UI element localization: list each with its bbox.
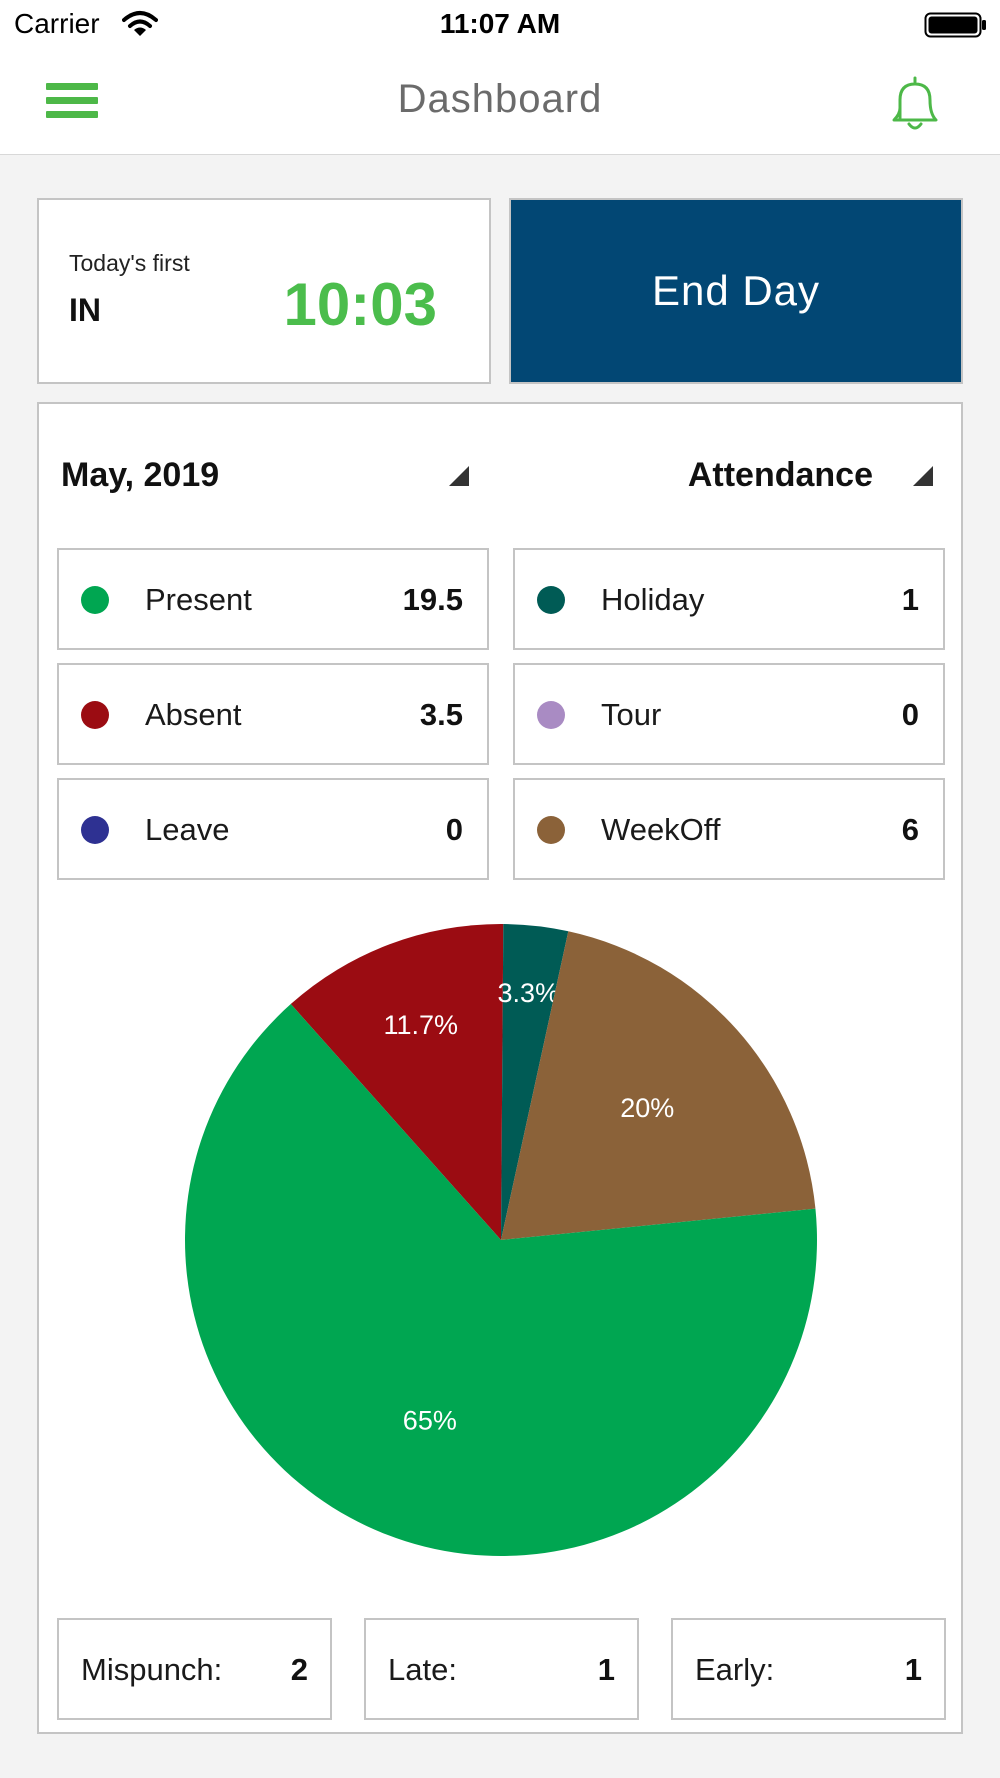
dropdown-arrow-icon [913,466,933,486]
hamburger-menu-icon[interactable] [46,83,98,119]
first-in-caption: Today's first [69,250,190,276]
stat-label: Tour [601,697,662,732]
early-count-tile[interactable]: Early: 1 [671,1618,946,1720]
stat-label: Absent [145,697,242,732]
holiday-legend-dot [537,586,565,614]
stat-value: 3.5 [419,697,463,732]
end-day-button[interactable]: End Day [509,198,963,384]
status-bar: Carrier 11:07 AM [0,0,1000,50]
stat-tile-leave[interactable]: Leave 0 [57,778,489,880]
count-label: Late: [388,1652,457,1687]
attendance-panel: May, 2019 Attendance Present 19.5 Holida… [37,402,963,1734]
carrier-label: Carrier [14,8,100,39]
stat-tile-tour[interactable]: Tour 0 [513,663,945,765]
stat-tile-holiday[interactable]: Holiday 1 [513,548,945,650]
battery-icon [924,12,986,38]
present-legend-dot [81,586,109,614]
stat-value: 6 [901,812,919,847]
pie-slice-holiday [501,924,569,1240]
wifi-icon [122,11,158,36]
stat-value: 0 [901,697,919,732]
count-value: 1 [904,1652,922,1687]
first-in-card: Today's first IN 10:03 [37,198,491,384]
pie-label-present: 65% [403,1406,457,1436]
count-value: 1 [597,1652,615,1687]
pie-slice-present [185,1004,817,1556]
nav-bar: Dashboard [0,50,1000,155]
pie-label-weekoff: 20% [620,1093,674,1123]
stat-value: 19.5 [402,582,463,617]
absent-legend-dot [81,701,109,729]
pie-label-absent: 11.7% [384,1010,459,1040]
dropdown-arrow-icon [449,466,469,486]
status-time: 11:07 AM [439,8,561,39]
late-count-tile[interactable]: Late: 1 [364,1618,639,1720]
month-select-label: May, 2019 [61,456,220,494]
stat-label: Holiday [601,582,705,617]
first-in-label: IN [69,292,101,328]
report-type-label: Attendance [687,456,873,494]
first-in-time: 10:03 [283,271,437,338]
attendance-pie-chart: 11.7% 3.3% 20% 65% [185,924,817,1556]
tour-legend-dot [537,701,565,729]
count-label: Early: [695,1652,775,1687]
stat-label: Leave [145,812,230,847]
bell-icon[interactable] [886,74,944,134]
stat-tile-weekoff[interactable]: WeekOff 6 [513,778,945,880]
mispunch-count-tile[interactable]: Mispunch: 2 [57,1618,332,1720]
stat-tile-absent[interactable]: Absent 3.5 [57,663,489,765]
leave-legend-dot [81,816,109,844]
count-value: 2 [290,1652,308,1687]
stat-value: 1 [901,582,919,617]
stat-label: WeekOff [601,812,721,847]
pie-label-holiday: 3.3% [498,978,560,1008]
count-label: Mispunch: [81,1652,223,1687]
stat-value: 0 [445,812,463,847]
stat-tile-present[interactable]: Present 19.5 [57,548,489,650]
weekoff-legend-dot [537,816,565,844]
month-select[interactable]: May, 2019 [61,452,481,502]
page-title: Dashboard [397,77,603,121]
report-type-select[interactable]: Attendance [579,452,941,502]
stat-label: Present [145,582,252,617]
pie-slice-weekoff [501,931,816,1240]
pie-slice-absent [290,924,504,1240]
